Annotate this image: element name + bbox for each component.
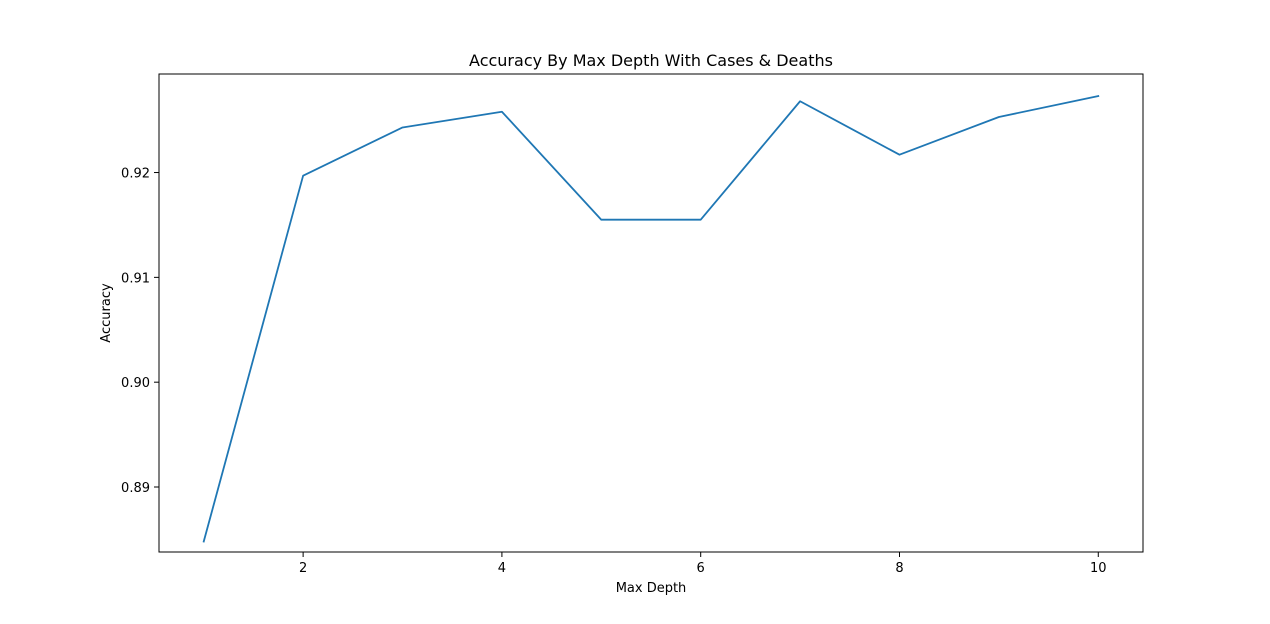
x-tick-label: 6 — [697, 561, 705, 576]
x-tick-label: 10 — [1090, 561, 1107, 576]
y-tick-label: 0.92 — [121, 167, 150, 182]
y-axis-label: Accuracy — [99, 283, 114, 343]
chart-title: Accuracy By Max Depth With Cases & Death… — [469, 51, 833, 70]
x-axis-label: Max Depth — [616, 581, 687, 596]
y-tick-label: 0.90 — [121, 376, 150, 391]
y-tick-label: 0.89 — [121, 481, 150, 496]
x-tick-label: 4 — [498, 561, 506, 576]
data-point — [302, 174, 304, 176]
plot-area — [202, 94, 1100, 543]
data-point — [898, 154, 900, 156]
data-point — [799, 100, 801, 102]
y-axis: 0.89 0.90 0.91 0.92 — [121, 167, 159, 496]
x-tick-label: 8 — [895, 561, 903, 576]
data-point — [1097, 95, 1099, 97]
y-tick-label: 0.91 — [121, 271, 150, 286]
data-point — [600, 219, 602, 221]
x-axis: 2 4 6 8 10 — [299, 552, 1107, 576]
plot-frame — [158, 73, 1144, 553]
data-point — [998, 116, 1000, 118]
series-line-0 — [202, 94, 1100, 543]
data-point — [401, 126, 403, 128]
x-tick-label: 2 — [299, 561, 307, 576]
data-point — [501, 111, 503, 113]
data-point — [203, 540, 205, 542]
data-point — [699, 219, 701, 221]
